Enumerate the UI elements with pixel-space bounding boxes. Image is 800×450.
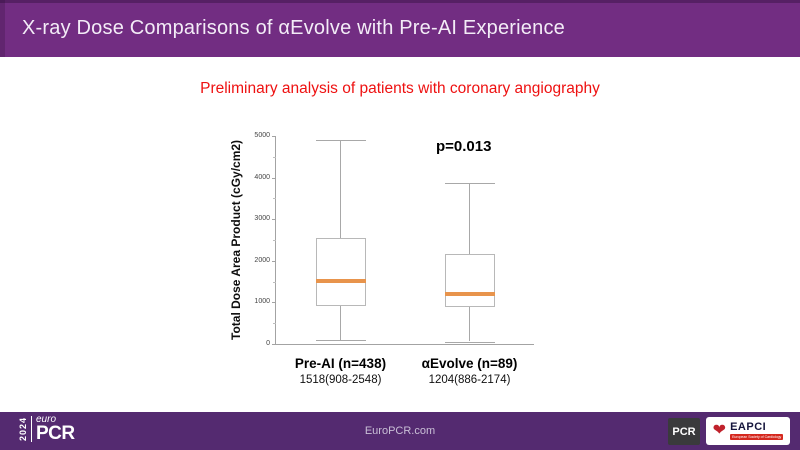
y-axis-title: Total Dose Area Product (cGy/cm2) (229, 139, 243, 341)
heart-icon: ❤ (712, 422, 727, 439)
y-tick-label: 5000 (254, 132, 270, 139)
eapci-text-column: EAPCI European Society of Cardiology (730, 421, 784, 440)
y-tick-mark (272, 219, 276, 221)
whisker-cap-bottom (444, 341, 495, 343)
y-tick-mark (272, 344, 276, 345)
boxplot-chart: Total Dose Area Product (cGy/cm2) p=0.01… (225, 125, 565, 397)
y-minor-tick-mark (273, 323, 276, 325)
iqr-box (315, 238, 366, 307)
whisker-cap-top (444, 183, 495, 184)
median-line (444, 291, 495, 296)
y-minor-tick-mark (273, 156, 276, 158)
slide-subtitle: Preliminary analysis of patients with co… (200, 80, 600, 97)
page-title: X-ray Dose Comparisons of αEvolve with P… (22, 17, 565, 39)
logo-euro-text: euro (36, 414, 57, 425)
boxplot-plot-area: p=0.013 0 1000 2000 3000 4000 5000 Pre-AI (n=4… (254, 132, 534, 386)
y-tick-label: 3000 (254, 215, 270, 223)
y-minor-tick-mark (273, 198, 276, 200)
x-category-summary: 1204(886-2174) (428, 374, 511, 386)
y-minor-tick-mark (273, 240, 276, 241)
p-value-annotation: p=0.013 (436, 138, 492, 155)
logo-divider (31, 416, 32, 443)
y-tick-mark (272, 302, 276, 304)
eapci-tagline: European Society of Cardiology (730, 434, 784, 440)
y-tick-label: 1000 (254, 298, 270, 306)
x-category-summary: 1518(908-2548) (299, 374, 382, 386)
x-category-label: αEvolve (n=89) (421, 356, 518, 371)
whisker-cap-bottom (315, 339, 366, 341)
title-bar: X-ray Dose Comparisons of αEvolve with P… (0, 0, 800, 57)
eapci-name: EAPCI (730, 421, 767, 433)
iqr-box (444, 253, 495, 308)
logo-pcr-text: PCR (36, 423, 75, 444)
y-tick-label: 2000 (254, 256, 270, 264)
y-tick-label: 4000 (254, 173, 270, 181)
y-minor-tick-mark (273, 281, 276, 283)
whisker-cap-top (315, 140, 366, 142)
footer-bar: 2024 euro PCR EuroPCR.com PCR ❤ EAPCI Eu… (0, 412, 800, 450)
pcr-logo: PCR (668, 418, 700, 445)
y-tick-mark (272, 260, 276, 262)
eapci-logo: ❤ EAPCI European Society of Cardiology (706, 417, 790, 445)
y-tick-mark (272, 177, 276, 179)
y-tick-label: 0 (266, 340, 270, 347)
footer-site-text: EuroPCR.com (364, 425, 436, 437)
europcr-2024-logo: 2024 euro PCR (18, 414, 75, 444)
y-tick-mark (272, 136, 276, 137)
median-line (315, 278, 366, 283)
logo-text-column: euro PCR (36, 414, 75, 444)
x-category-label: Pre-AI (n=438) (294, 356, 387, 371)
